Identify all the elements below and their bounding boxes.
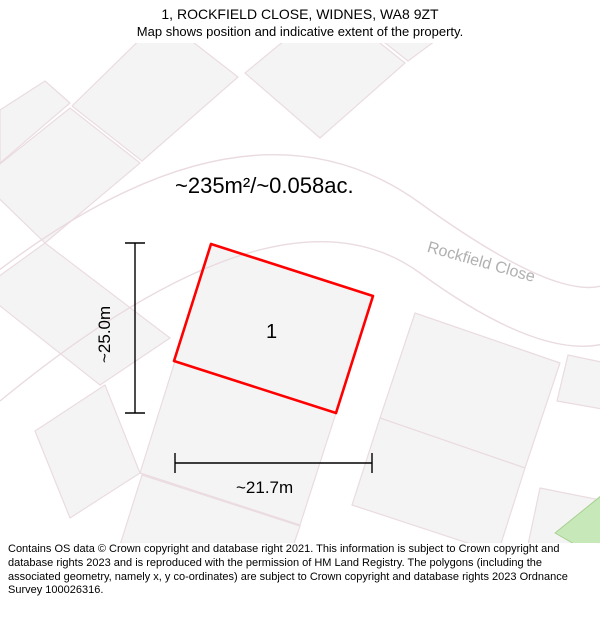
map-canvas: ~235m²/~0.058ac. ~21.7m ~25.0m Rockfield…	[0, 43, 600, 543]
plot-number: 1	[266, 321, 277, 344]
height-dimension-label: ~25.0m	[95, 306, 115, 363]
map-svg	[0, 43, 600, 543]
area-label: ~235m²/~0.058ac.	[175, 173, 354, 199]
copyright-footer: Contains OS data © Crown copyright and d…	[0, 543, 600, 606]
width-dimension-label: ~21.7m	[236, 478, 293, 498]
page-subtitle: Map shows position and indicative extent…	[0, 24, 600, 39]
page-title: 1, ROCKFIELD CLOSE, WIDNES, WA8 9ZT	[0, 6, 600, 22]
header: 1, ROCKFIELD CLOSE, WIDNES, WA8 9ZT Map …	[0, 0, 600, 39]
